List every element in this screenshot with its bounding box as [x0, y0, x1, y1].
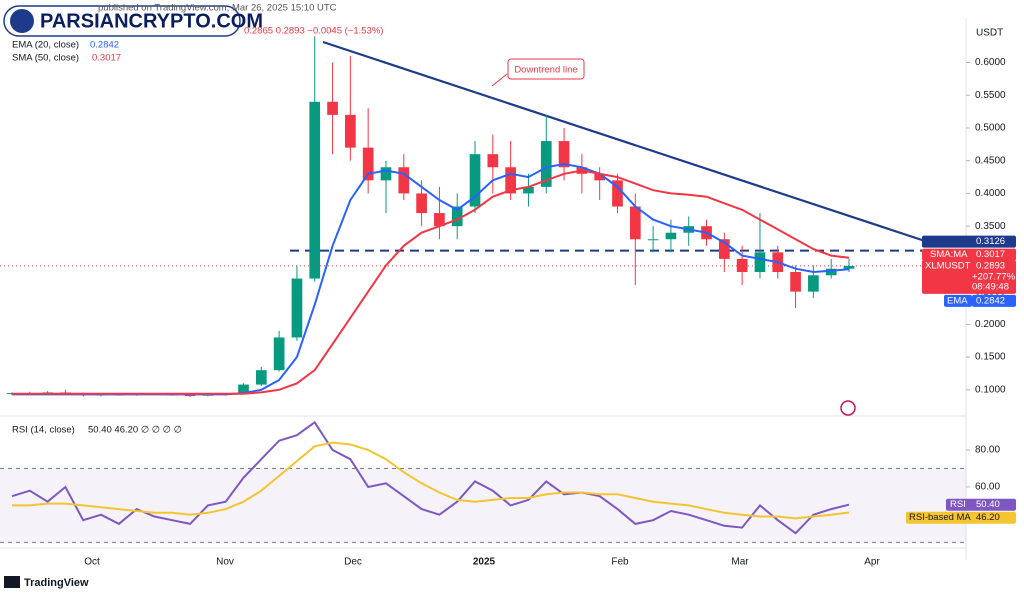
- candle-body: [380, 167, 392, 181]
- annotation: Downtrend line: [514, 65, 577, 76]
- sma-legend: SMA (50, close): [12, 53, 79, 64]
- ema-legend: EMA (20, close): [12, 40, 79, 51]
- candle-body: [523, 186, 534, 194]
- level-label: 0.3126: [976, 236, 1005, 247]
- ema-tag-bg: [944, 294, 972, 307]
- candle-body: [665, 232, 677, 240]
- sma-tag: SMA:MA: [930, 249, 968, 260]
- candle-body: [273, 337, 285, 371]
- candle-body: [647, 239, 659, 241]
- y-tick-label: 0.4500: [975, 155, 1006, 166]
- candle-body: [291, 278, 303, 338]
- candle-body: [327, 101, 338, 115]
- annotation-box: [507, 58, 585, 80]
- y-tick-label: 0.1000: [975, 384, 1006, 395]
- sma-tag-bg: [922, 248, 1016, 261]
- candle-body: [309, 101, 321, 279]
- trend-line: [322, 40, 926, 243]
- candle-body: [184, 395, 196, 397]
- candle-body: [416, 193, 427, 214]
- candle-body: [612, 180, 623, 207]
- candle-body: [825, 268, 837, 276]
- x-tick-label: 2025: [473, 557, 496, 568]
- sma-tag-value: 0.3017: [976, 249, 1005, 260]
- rsi-band: [0, 468, 966, 543]
- rsi-line: [12, 441, 850, 520]
- change: +207.77%: [972, 271, 1016, 282]
- rsi-tag-value: 50.40: [976, 499, 1000, 510]
- y-tick-label: 0.2000: [975, 319, 1006, 330]
- candle-body: [487, 154, 499, 168]
- candle-body: [434, 213, 445, 227]
- currency: USDT: [976, 28, 1003, 39]
- symbol: XLMUSDT: [925, 260, 971, 271]
- candle-body: [808, 275, 819, 292]
- last-price: 0.2893: [976, 260, 1005, 271]
- published: published on TradingView.com, Mar 26, 20…: [98, 3, 337, 14]
- candle-body: [362, 147, 374, 181]
- indicator-line: [12, 169, 850, 395]
- sma-legend-value: 0.3017: [92, 53, 121, 64]
- y-tick-label: 0.5000: [975, 123, 1006, 134]
- candle-body: [398, 167, 410, 194]
- candle-body: [754, 252, 766, 272]
- y-tick-label: 0.3500: [975, 221, 1006, 232]
- y-tick-label: 80.00: [975, 445, 1000, 456]
- x-tick-label: Dec: [344, 557, 362, 568]
- y-tick-label: 60.00: [975, 482, 1000, 493]
- candle-body: [540, 141, 552, 187]
- candle-body: [736, 258, 748, 272]
- level-label-bg: [922, 235, 1016, 248]
- candle-body: [451, 206, 463, 227]
- rsi-ma-tag-bg: [906, 511, 1016, 524]
- candle-body: [469, 154, 481, 207]
- alert-icon[interactable]: [840, 400, 856, 416]
- ema-value-bg: [972, 294, 1016, 307]
- y-tick-label: 0.1500: [975, 352, 1006, 363]
- y-tick-label: 0.6000: [975, 57, 1006, 68]
- x-tick-label: Nov: [216, 557, 234, 568]
- annotation-pointer: [491, 73, 508, 87]
- candle-body: [718, 239, 730, 259]
- x-tick-label: Apr: [864, 557, 880, 568]
- candle-body: [558, 141, 570, 168]
- brand: TradingView: [24, 577, 89, 589]
- ema-value: 0.2842: [976, 295, 1005, 306]
- candle-body: [629, 206, 641, 240]
- candle-body: [505, 167, 516, 194]
- candle-body: [345, 114, 356, 148]
- candle-body: [594, 173, 606, 181]
- countdown: 08:49:48: [972, 281, 1009, 292]
- rsi-tag: RSI: [950, 499, 966, 510]
- x-tick-label: Mar: [731, 557, 749, 568]
- candle-body: [255, 370, 267, 385]
- rsi-legend: RSI (14, close): [12, 425, 75, 436]
- y-tick-label: 0.5500: [975, 90, 1006, 101]
- x-tick-label: Feb: [611, 557, 629, 568]
- candle-body: [790, 271, 801, 292]
- brand-icon: [4, 576, 20, 588]
- ema-legend-value: 0.2842: [90, 40, 119, 51]
- ohlc: 0.2865 0.2893 −0.0045 (−1.53%): [244, 26, 383, 37]
- rsi-ma-tag: RSI-based MA: [909, 512, 971, 523]
- logo-badge: [3, 5, 241, 37]
- rsi-line: [11, 420, 850, 535]
- logo-text: PARSIANCRYPTO.COM: [40, 10, 263, 32]
- ema-tag: EMA: [947, 295, 968, 306]
- logo-icon: [10, 9, 34, 33]
- x-tick-label: Oct: [84, 557, 100, 568]
- alert-circle[interactable]: [840, 400, 856, 416]
- candle-body: [238, 384, 249, 394]
- rsi-legend-values: 50.40 46.20 ∅ ∅ ∅ ∅: [88, 425, 182, 436]
- price-tag-bg: [922, 259, 1016, 294]
- rsi-ma-tag-value: 46.20: [976, 512, 1000, 523]
- y-tick-label: 0.4000: [975, 188, 1006, 199]
- rsi-tag-bg: [946, 498, 1016, 511]
- candle-body: [843, 265, 855, 269]
